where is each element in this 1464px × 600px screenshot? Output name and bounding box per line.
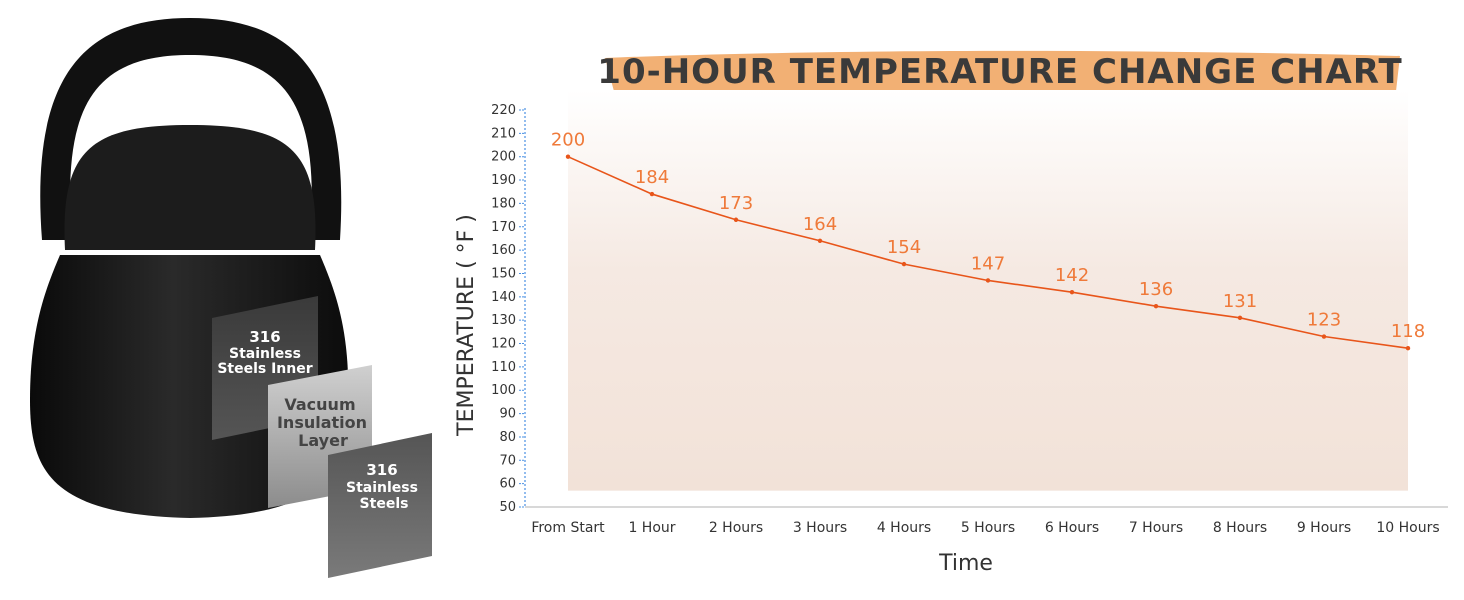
x-tick-label: 5 Hours <box>961 520 1015 536</box>
data-label: 136 <box>1139 279 1173 300</box>
x-tick-label: 3 Hours <box>793 520 847 536</box>
y-tick-label: 200 <box>491 150 516 165</box>
title-brush <box>605 50 1400 100</box>
data-point <box>733 217 739 222</box>
data-point <box>1237 315 1243 321</box>
data-point <box>817 238 823 243</box>
x-tick-label: From Start <box>531 520 605 536</box>
y-tick-label: 90 <box>499 407 516 422</box>
data-point <box>565 154 571 159</box>
y-tick-label: 60 <box>499 477 516 492</box>
layer-outer: 316 Stainless Steels <box>328 433 432 578</box>
y-tick-label: 140 <box>491 290 516 305</box>
data-label: 154 <box>887 237 921 258</box>
plot-background <box>568 90 1408 491</box>
data-label: 147 <box>971 253 1005 274</box>
y-tick-label: 150 <box>491 266 516 281</box>
x-tick-label: 6 Hours <box>1045 520 1099 536</box>
svg-text:Layer: Layer <box>298 431 348 450</box>
y-tick-label: 160 <box>491 243 516 258</box>
x-tick-label: 1 Hour <box>628 520 675 536</box>
y-tick-label: 110 <box>491 360 516 375</box>
svg-text:Vacuum: Vacuum <box>284 395 355 414</box>
data-label: 131 <box>1223 291 1257 312</box>
data-label: 118 <box>1391 321 1425 342</box>
data-point <box>649 191 655 197</box>
svg-text:Stainless: Stainless <box>346 480 418 496</box>
y-tick-label: 100 <box>491 383 516 398</box>
y-axis-label: TEMPERATURE ( °F ) <box>454 214 479 437</box>
y-tick-label: 70 <box>499 453 516 468</box>
y-tick-label: 170 <box>491 220 516 235</box>
y-tick-label: 120 <box>491 337 516 352</box>
svg-text:Insulation: Insulation <box>277 413 367 432</box>
data-label: 164 <box>803 214 837 235</box>
x-tick-label: 7 Hours <box>1129 520 1183 536</box>
data-point <box>1321 334 1327 339</box>
y-tick-label: 210 <box>491 126 516 141</box>
data-label: 142 <box>1055 265 1089 286</box>
svg-text:Stainless: Stainless <box>229 346 301 362</box>
y-tick-label: 180 <box>491 196 516 211</box>
x-tick-label: 10 Hours <box>1376 520 1439 536</box>
data-point <box>1069 289 1075 295</box>
thermos-product-image: 316 Stainless Steels Inner Vacuum Insula… <box>30 18 432 578</box>
svg-text:316: 316 <box>366 461 397 479</box>
data-label: 173 <box>719 193 753 214</box>
chart-title: 10-HOUR TEMPERATURE CHANGE CHART <box>597 52 1402 92</box>
svg-text:Steels Inner: Steels Inner <box>217 361 312 377</box>
svg-text:316: 316 <box>249 328 280 346</box>
data-point <box>985 278 991 283</box>
x-axis-label: Time <box>938 551 993 576</box>
lid <box>64 125 316 250</box>
x-tick-label: 9 Hours <box>1297 520 1351 536</box>
y-tick-label: 50 <box>499 500 516 515</box>
data-point <box>1153 303 1159 309</box>
data-label: 184 <box>635 167 669 188</box>
y-tick-label: 220 <box>491 103 516 118</box>
data-label: 200 <box>551 130 585 151</box>
y-tick-label: 190 <box>491 173 516 188</box>
x-tick-label: 4 Hours <box>877 520 931 536</box>
x-tick-label: 2 Hours <box>709 520 763 536</box>
data-point <box>901 261 907 267</box>
y-tick-label: 80 <box>499 430 516 445</box>
svg-text:Steels: Steels <box>360 496 409 512</box>
y-tick-label: 130 <box>491 313 516 328</box>
data-point <box>1405 346 1411 351</box>
x-tick-label: 8 Hours <box>1213 520 1267 536</box>
data-label: 123 <box>1307 310 1341 331</box>
